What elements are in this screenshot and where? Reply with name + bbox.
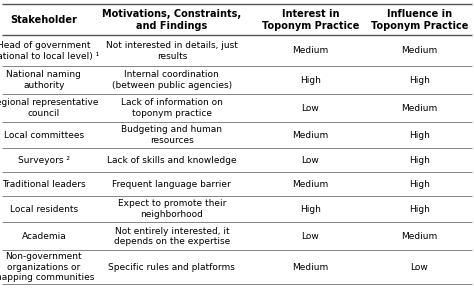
Text: Medium: Medium	[401, 46, 438, 55]
Text: Traditional leaders: Traditional leaders	[2, 180, 86, 189]
Text: Medium: Medium	[292, 262, 328, 272]
Text: Non-government
organizations or
mapping communities: Non-government organizations or mapping …	[0, 252, 94, 282]
Text: Academia: Academia	[21, 232, 66, 241]
Text: Lack of information on
toponym practice: Lack of information on toponym practice	[121, 98, 223, 118]
Text: Medium: Medium	[401, 104, 438, 113]
Text: Local committees: Local committees	[4, 131, 84, 140]
Text: Medium: Medium	[292, 46, 328, 55]
Text: Local residents: Local residents	[10, 205, 78, 214]
Text: Not interested in details, just
results: Not interested in details, just results	[106, 41, 238, 61]
Text: High: High	[409, 156, 430, 165]
Text: High: High	[300, 76, 321, 85]
Text: Low: Low	[410, 262, 428, 272]
Text: Internal coordination
(between public agencies): Internal coordination (between public ag…	[112, 70, 232, 90]
Text: Head of government
(national to local level) ¹: Head of government (national to local le…	[0, 41, 100, 61]
Text: High: High	[409, 76, 430, 85]
Text: Not entirely interested, it
depends on the expertise: Not entirely interested, it depends on t…	[114, 226, 230, 246]
Text: Medium: Medium	[292, 131, 328, 140]
Text: High: High	[300, 205, 321, 214]
Text: Influence in
Toponym Practice: Influence in Toponym Practice	[371, 9, 468, 31]
Text: Specific rules and platforms: Specific rules and platforms	[109, 262, 235, 272]
Text: Motivations, Constraints,
and Findings: Motivations, Constraints, and Findings	[102, 9, 241, 31]
Text: High: High	[409, 205, 430, 214]
Text: Expect to promote their
neighborhood: Expect to promote their neighborhood	[118, 199, 226, 219]
Text: Low: Low	[301, 156, 319, 165]
Text: Regional representative
council: Regional representative council	[0, 98, 98, 118]
Text: Low: Low	[301, 104, 319, 113]
Text: Medium: Medium	[292, 180, 328, 189]
Text: High: High	[409, 131, 430, 140]
Text: Low: Low	[301, 232, 319, 241]
Text: Surveyors ²: Surveyors ²	[18, 156, 70, 165]
Text: Stakeholder: Stakeholder	[10, 15, 77, 25]
Text: Budgeting and human
resources: Budgeting and human resources	[121, 125, 222, 145]
Text: Lack of skills and knowledge: Lack of skills and knowledge	[107, 156, 237, 165]
Text: Interest in
Toponym Practice: Interest in Toponym Practice	[262, 9, 359, 31]
Text: Medium: Medium	[401, 232, 438, 241]
Text: National naming
authority: National naming authority	[7, 70, 81, 90]
Text: Frequent language barrier: Frequent language barrier	[112, 180, 231, 189]
Text: High: High	[409, 180, 430, 189]
